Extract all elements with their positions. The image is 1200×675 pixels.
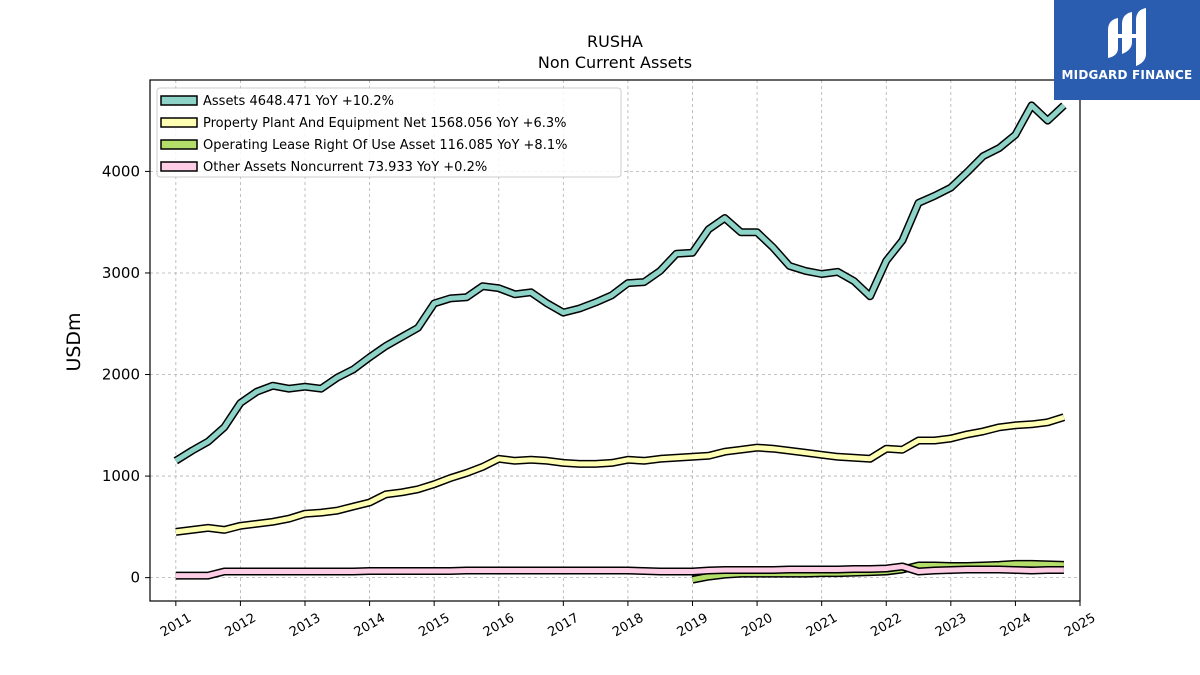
x-tick-label: 2022 xyxy=(868,611,904,641)
chart-title: RUSHA xyxy=(587,32,643,51)
legend-swatch-1 xyxy=(160,117,198,128)
legend-label-0: Assets 4648.471 YoY +10.2% xyxy=(203,94,394,109)
plot-frame xyxy=(149,79,1081,602)
x-tick-label: 2014 xyxy=(352,611,388,641)
x-tick-label: 2023 xyxy=(933,611,969,641)
x-tick-label: 2020 xyxy=(739,611,775,641)
legend-box xyxy=(156,87,622,178)
brand-name: MIDGARD FINANCE xyxy=(1061,68,1193,82)
y-tick-label: 1000 xyxy=(102,467,140,485)
series-line-1 xyxy=(175,414,1065,535)
x-axis: 2011 2012 2013 2014 2015 2016 2017 2018 2019 2020… xyxy=(158,601,1098,640)
x-tick-label: 2021 xyxy=(804,611,840,641)
legend: Assets 4648.471 YoY +10.2% Property Plant… xyxy=(156,87,622,178)
x-tick-label: 2024 xyxy=(998,611,1034,641)
y-tick-label: 3000 xyxy=(102,264,140,282)
x-tick-label: 2016 xyxy=(481,611,517,641)
x-tick-label: 2017 xyxy=(546,611,582,641)
y-tick-label: 0 xyxy=(130,569,140,587)
chart-subtitle: Non Current Assets xyxy=(537,53,693,72)
x-tick-label: 2011 xyxy=(158,611,194,641)
y-tick-label: 4000 xyxy=(102,162,140,180)
x-tick-label: 2019 xyxy=(675,611,711,641)
x-tick-label: 2015 xyxy=(416,611,452,641)
series-line-0 xyxy=(174,102,1066,463)
x-tick-label: 2013 xyxy=(287,611,323,641)
y-axis-label: USDm xyxy=(63,312,85,371)
legend-label-2: Operating Lease Right Of Use Asset 116.0… xyxy=(203,138,567,153)
brand-mark-icon xyxy=(1108,8,1146,66)
series-lines xyxy=(173,101,1067,584)
legend-swatch-2 xyxy=(160,139,198,150)
x-tick-label: 2018 xyxy=(610,611,646,641)
legend-label-3: Other Assets Noncurrent 73.933 YoY +0.2% xyxy=(203,160,487,175)
brand-logo: MIDGARD FINANCE xyxy=(1054,0,1200,100)
legend-label-1: Property Plant And Equipment Net 1568.05… xyxy=(203,116,567,131)
x-tick-label: 2025 xyxy=(1062,611,1098,641)
y-tick-label: 2000 xyxy=(102,366,140,384)
legend-swatch-3 xyxy=(160,161,198,172)
x-tick-label: 2012 xyxy=(223,611,259,641)
series-line-3 xyxy=(175,564,1064,579)
y-axis: 0 1000 2000 3000 4000 xyxy=(102,162,150,587)
legend-swatch-0 xyxy=(160,95,198,106)
